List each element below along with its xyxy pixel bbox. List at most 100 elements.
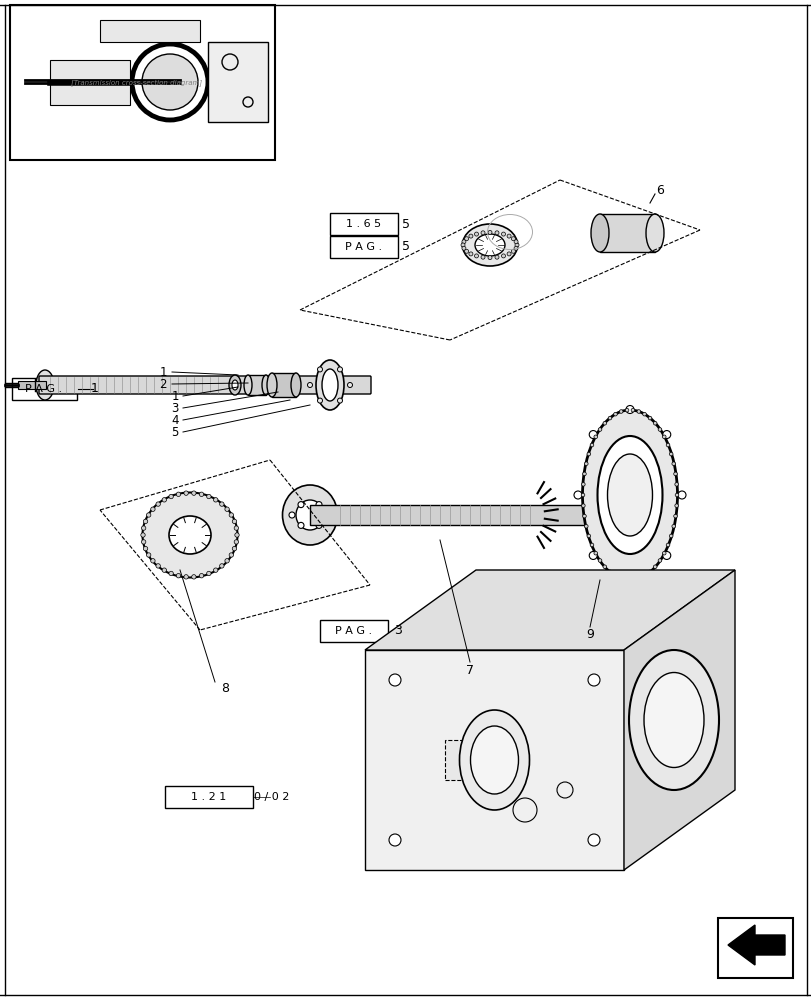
Circle shape — [132, 44, 208, 120]
Circle shape — [636, 577, 640, 580]
Circle shape — [232, 519, 236, 524]
Ellipse shape — [296, 500, 324, 530]
Ellipse shape — [629, 650, 718, 790]
Bar — [12, 378, 77, 400]
Circle shape — [151, 559, 155, 563]
Circle shape — [573, 491, 581, 499]
Circle shape — [140, 533, 145, 537]
Circle shape — [593, 435, 597, 439]
Circle shape — [156, 502, 160, 506]
Circle shape — [337, 367, 342, 372]
Circle shape — [225, 559, 229, 563]
Circle shape — [598, 428, 601, 431]
Polygon shape — [365, 650, 623, 870]
Circle shape — [464, 237, 468, 241]
Circle shape — [176, 492, 180, 496]
Circle shape — [642, 412, 646, 416]
Circle shape — [668, 534, 672, 538]
Circle shape — [671, 462, 675, 466]
Circle shape — [317, 398, 322, 403]
Circle shape — [191, 575, 195, 579]
Circle shape — [662, 551, 670, 559]
Circle shape — [162, 498, 166, 502]
Text: 5: 5 — [401, 240, 410, 253]
Ellipse shape — [232, 380, 238, 390]
Polygon shape — [727, 925, 784, 965]
Text: P A G .: P A G . — [335, 626, 372, 636]
Circle shape — [176, 574, 180, 578]
Circle shape — [674, 483, 678, 486]
Ellipse shape — [643, 672, 703, 768]
Circle shape — [142, 54, 198, 110]
Circle shape — [636, 410, 640, 413]
Circle shape — [156, 564, 160, 568]
Circle shape — [317, 367, 322, 372]
Circle shape — [586, 534, 590, 538]
Text: 1: 1 — [171, 389, 178, 402]
Circle shape — [315, 502, 322, 508]
Ellipse shape — [590, 214, 608, 252]
Circle shape — [506, 252, 510, 256]
Circle shape — [581, 504, 585, 507]
Text: 6: 6 — [655, 184, 663, 197]
Polygon shape — [365, 570, 734, 650]
Ellipse shape — [262, 375, 270, 395]
Circle shape — [169, 571, 173, 576]
Ellipse shape — [322, 369, 337, 401]
Circle shape — [674, 504, 678, 507]
Circle shape — [658, 428, 661, 431]
Circle shape — [464, 249, 468, 253]
Ellipse shape — [290, 373, 301, 397]
Text: P A G .: P A G . — [345, 242, 382, 252]
Circle shape — [589, 551, 597, 559]
Circle shape — [229, 513, 234, 517]
Circle shape — [207, 571, 211, 576]
Circle shape — [388, 834, 401, 846]
Circle shape — [487, 230, 491, 234]
Circle shape — [653, 421, 656, 425]
Circle shape — [184, 491, 188, 495]
Text: [Transmission cross-section diagram]: [Transmission cross-section diagram] — [71, 80, 202, 86]
Circle shape — [162, 568, 166, 572]
Text: 0 / 0 2: 0 / 0 2 — [254, 792, 290, 802]
Circle shape — [480, 231, 484, 235]
Circle shape — [624, 408, 628, 412]
Circle shape — [289, 512, 294, 518]
Bar — [10, 5, 275, 160]
Circle shape — [213, 498, 217, 502]
Circle shape — [506, 234, 510, 238]
Ellipse shape — [267, 373, 277, 397]
Circle shape — [229, 553, 234, 557]
Bar — [329, 236, 397, 258]
Circle shape — [169, 494, 173, 499]
Text: 9: 9 — [586, 628, 593, 642]
Ellipse shape — [459, 710, 529, 810]
Circle shape — [613, 574, 616, 578]
Bar — [320, 620, 388, 642]
Text: 5: 5 — [401, 218, 410, 231]
Circle shape — [665, 443, 669, 447]
Circle shape — [598, 559, 601, 562]
Circle shape — [625, 576, 633, 584]
Circle shape — [668, 452, 672, 456]
Bar — [444, 740, 504, 780]
Circle shape — [584, 524, 587, 528]
Circle shape — [619, 410, 622, 413]
Text: 5: 5 — [171, 426, 178, 438]
Circle shape — [647, 570, 651, 574]
Circle shape — [480, 255, 484, 259]
Ellipse shape — [607, 454, 652, 536]
Circle shape — [144, 519, 148, 524]
Circle shape — [619, 577, 622, 580]
Circle shape — [514, 243, 518, 247]
Circle shape — [642, 574, 646, 578]
Circle shape — [199, 574, 204, 578]
Circle shape — [468, 252, 472, 256]
Circle shape — [337, 398, 342, 403]
Circle shape — [234, 526, 238, 530]
Circle shape — [495, 255, 499, 259]
Circle shape — [630, 578, 634, 582]
Circle shape — [234, 540, 238, 544]
Bar — [599, 214, 654, 252]
Circle shape — [298, 522, 303, 528]
